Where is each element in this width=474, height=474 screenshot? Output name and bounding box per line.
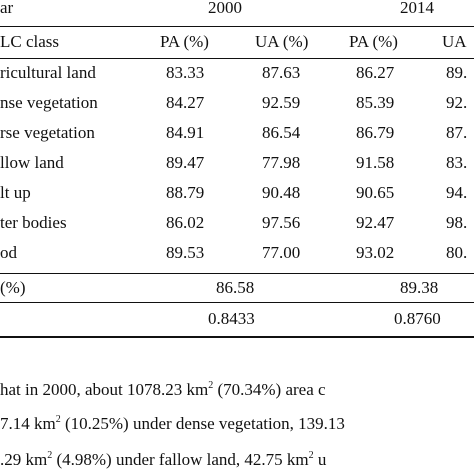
row-ua-2014: 92.	[446, 93, 468, 112]
row-class-name: rse vegetation	[0, 123, 95, 142]
pa-2014-header: PA (%)	[349, 32, 398, 51]
paragraph-text: hat in 2000, about 1078.23 km	[0, 380, 209, 399]
overall-accuracy-label: (%)	[0, 278, 26, 297]
row-pa-2014: 90.65	[356, 183, 395, 202]
header-divider	[0, 26, 474, 27]
header-bottom-rule	[0, 58, 474, 59]
superscript: 2	[308, 450, 314, 461]
row-ua-2000: 87.63	[262, 63, 301, 82]
superscript: 2	[208, 380, 214, 391]
row-class-name: od	[0, 243, 17, 262]
row-ua-2000: 97.56	[262, 213, 301, 232]
pa-2000-header: PA (%)	[160, 32, 209, 51]
table-bottom-rule	[0, 336, 474, 338]
paragraph-line-3: .29 km2 (4.98%) under fallow land, 42.75…	[0, 450, 326, 470]
overall-accuracy-2014: 89.38	[400, 278, 439, 297]
superscript: 2	[47, 450, 53, 461]
kappa-2000: 0.8433	[208, 309, 255, 328]
year-header-2000: 2000	[208, 0, 242, 17]
paragraph-text: 7.14 km	[0, 414, 56, 433]
row-ua-2000: 77.98	[262, 153, 301, 172]
ua-2014-header: UA	[442, 32, 467, 51]
row-ua-2014: 83.	[446, 153, 468, 172]
row-class-name: lt up	[0, 183, 31, 202]
lc-class-header: LC class	[0, 32, 60, 51]
ua-2000-header: UA (%)	[255, 32, 309, 51]
row-ua-2014: 94.	[446, 183, 468, 202]
year-header-label: ar	[0, 0, 14, 17]
row-pa-2000: 84.27	[166, 93, 205, 112]
year-header-2014: 2014	[400, 0, 434, 17]
row-class-name: ricultural land	[0, 63, 96, 82]
row-ua-2014: 80.	[446, 243, 468, 262]
body-bottom-rule	[0, 273, 474, 274]
row-pa-2014: 93.02	[356, 243, 395, 262]
row-ua-2014: 89.	[446, 63, 468, 82]
row-pa-2000: 88.79	[166, 183, 205, 202]
row-class-name: nse vegetation	[0, 93, 98, 112]
row-pa-2014: 91.58	[356, 153, 395, 172]
row-pa-2014: 92.47	[356, 213, 395, 232]
kappa-2014: 0.8760	[394, 309, 441, 328]
row-ua-2000: 92.59	[262, 93, 301, 112]
row-pa-2000: 84.91	[166, 123, 205, 142]
row-pa-2000: 83.33	[166, 63, 205, 82]
row-ua-2000: 77.00	[262, 243, 301, 262]
row-ua-2000: 90.48	[262, 183, 301, 202]
overall-accuracy-2000: 86.58	[216, 278, 255, 297]
row-ua-2014: 87.	[446, 123, 468, 142]
paragraph-text: (70.34%) area c	[213, 380, 326, 399]
paragraph-text: .29 km	[0, 450, 48, 469]
paragraph-line-1: hat in 2000, about 1078.23 km2 (70.34%) …	[0, 380, 326, 400]
row-pa-2014: 86.27	[356, 63, 395, 82]
row-pa-2000: 86.02	[166, 213, 205, 232]
row-pa-2000: 89.53	[166, 243, 205, 262]
row-ua-2014: 98.	[446, 213, 468, 232]
paragraph-text: (10.25%) under dense vegetation, 139.13	[60, 414, 345, 433]
paragraph-text: u	[313, 450, 327, 469]
superscript: 2	[55, 414, 61, 425]
row-pa-2014: 85.39	[356, 93, 395, 112]
overall-rule	[0, 302, 474, 303]
paragraph-line-2: 7.14 km2 (10.25%) under dense vegetation…	[0, 414, 345, 434]
row-pa-2014: 86.79	[356, 123, 395, 142]
paragraph-text: (4.98%) under fallow land, 42.75 km	[52, 450, 309, 469]
row-pa-2000: 89.47	[166, 153, 205, 172]
row-class-name: ter bodies	[0, 213, 67, 232]
row-class-name: llow land	[0, 153, 64, 172]
row-ua-2000: 86.54	[262, 123, 301, 142]
